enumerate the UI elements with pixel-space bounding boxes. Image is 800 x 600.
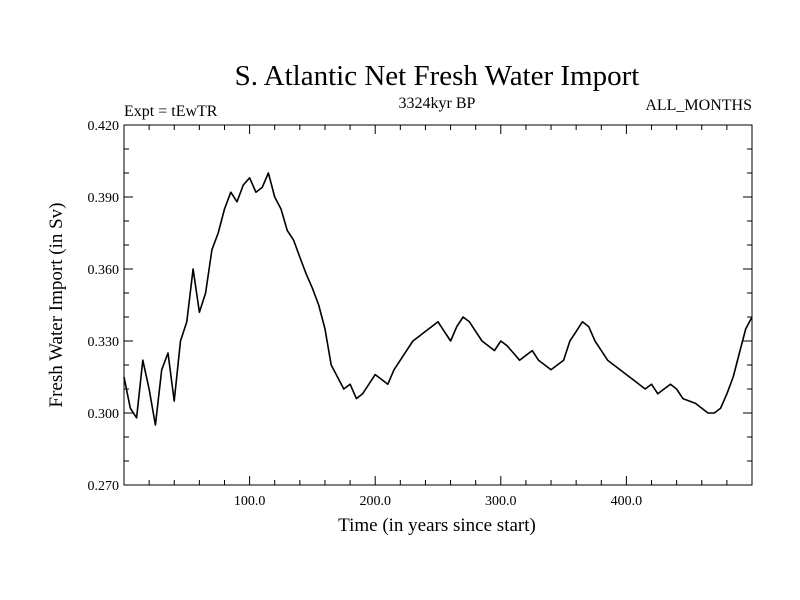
plot-frame (123, 124, 753, 486)
x-tick-label: 300.0 (485, 494, 517, 509)
x-tick-label: 200.0 (359, 494, 391, 509)
x-axis-ticks: 100.0 200.0 300.0 400.0 (148, 125, 728, 509)
y-axis-label: Fresh Water Import (in Sv) (46, 203, 67, 408)
y-axis-ticks: 0.270 0.300 0.330 0.360 0.390 0.420 (88, 119, 752, 494)
series-group (123, 172, 753, 426)
experiment-label: Expt = tEwTR (124, 103, 218, 120)
period-label: ALL_MONTHS (645, 97, 752, 114)
series-line-fresh_water_import (123, 172, 753, 426)
y-tick-label: 0.360 (88, 263, 120, 278)
y-tick-label: 0.390 (88, 191, 120, 206)
y-tick-label: 0.330 (88, 335, 120, 350)
chart-title: S. Atlantic Net Fresh Water Import (235, 60, 640, 92)
y-tick-label: 0.300 (88, 407, 120, 422)
x-tick-label: 100.0 (234, 494, 266, 509)
y-tick-label: 0.270 (88, 479, 120, 494)
y-tick-label: 0.420 (88, 119, 120, 134)
x-tick-label: 400.0 (611, 494, 643, 509)
subtitle-label: 3324kyr BP (399, 95, 476, 112)
x-axis-label: Time (in years since start) (338, 515, 536, 536)
